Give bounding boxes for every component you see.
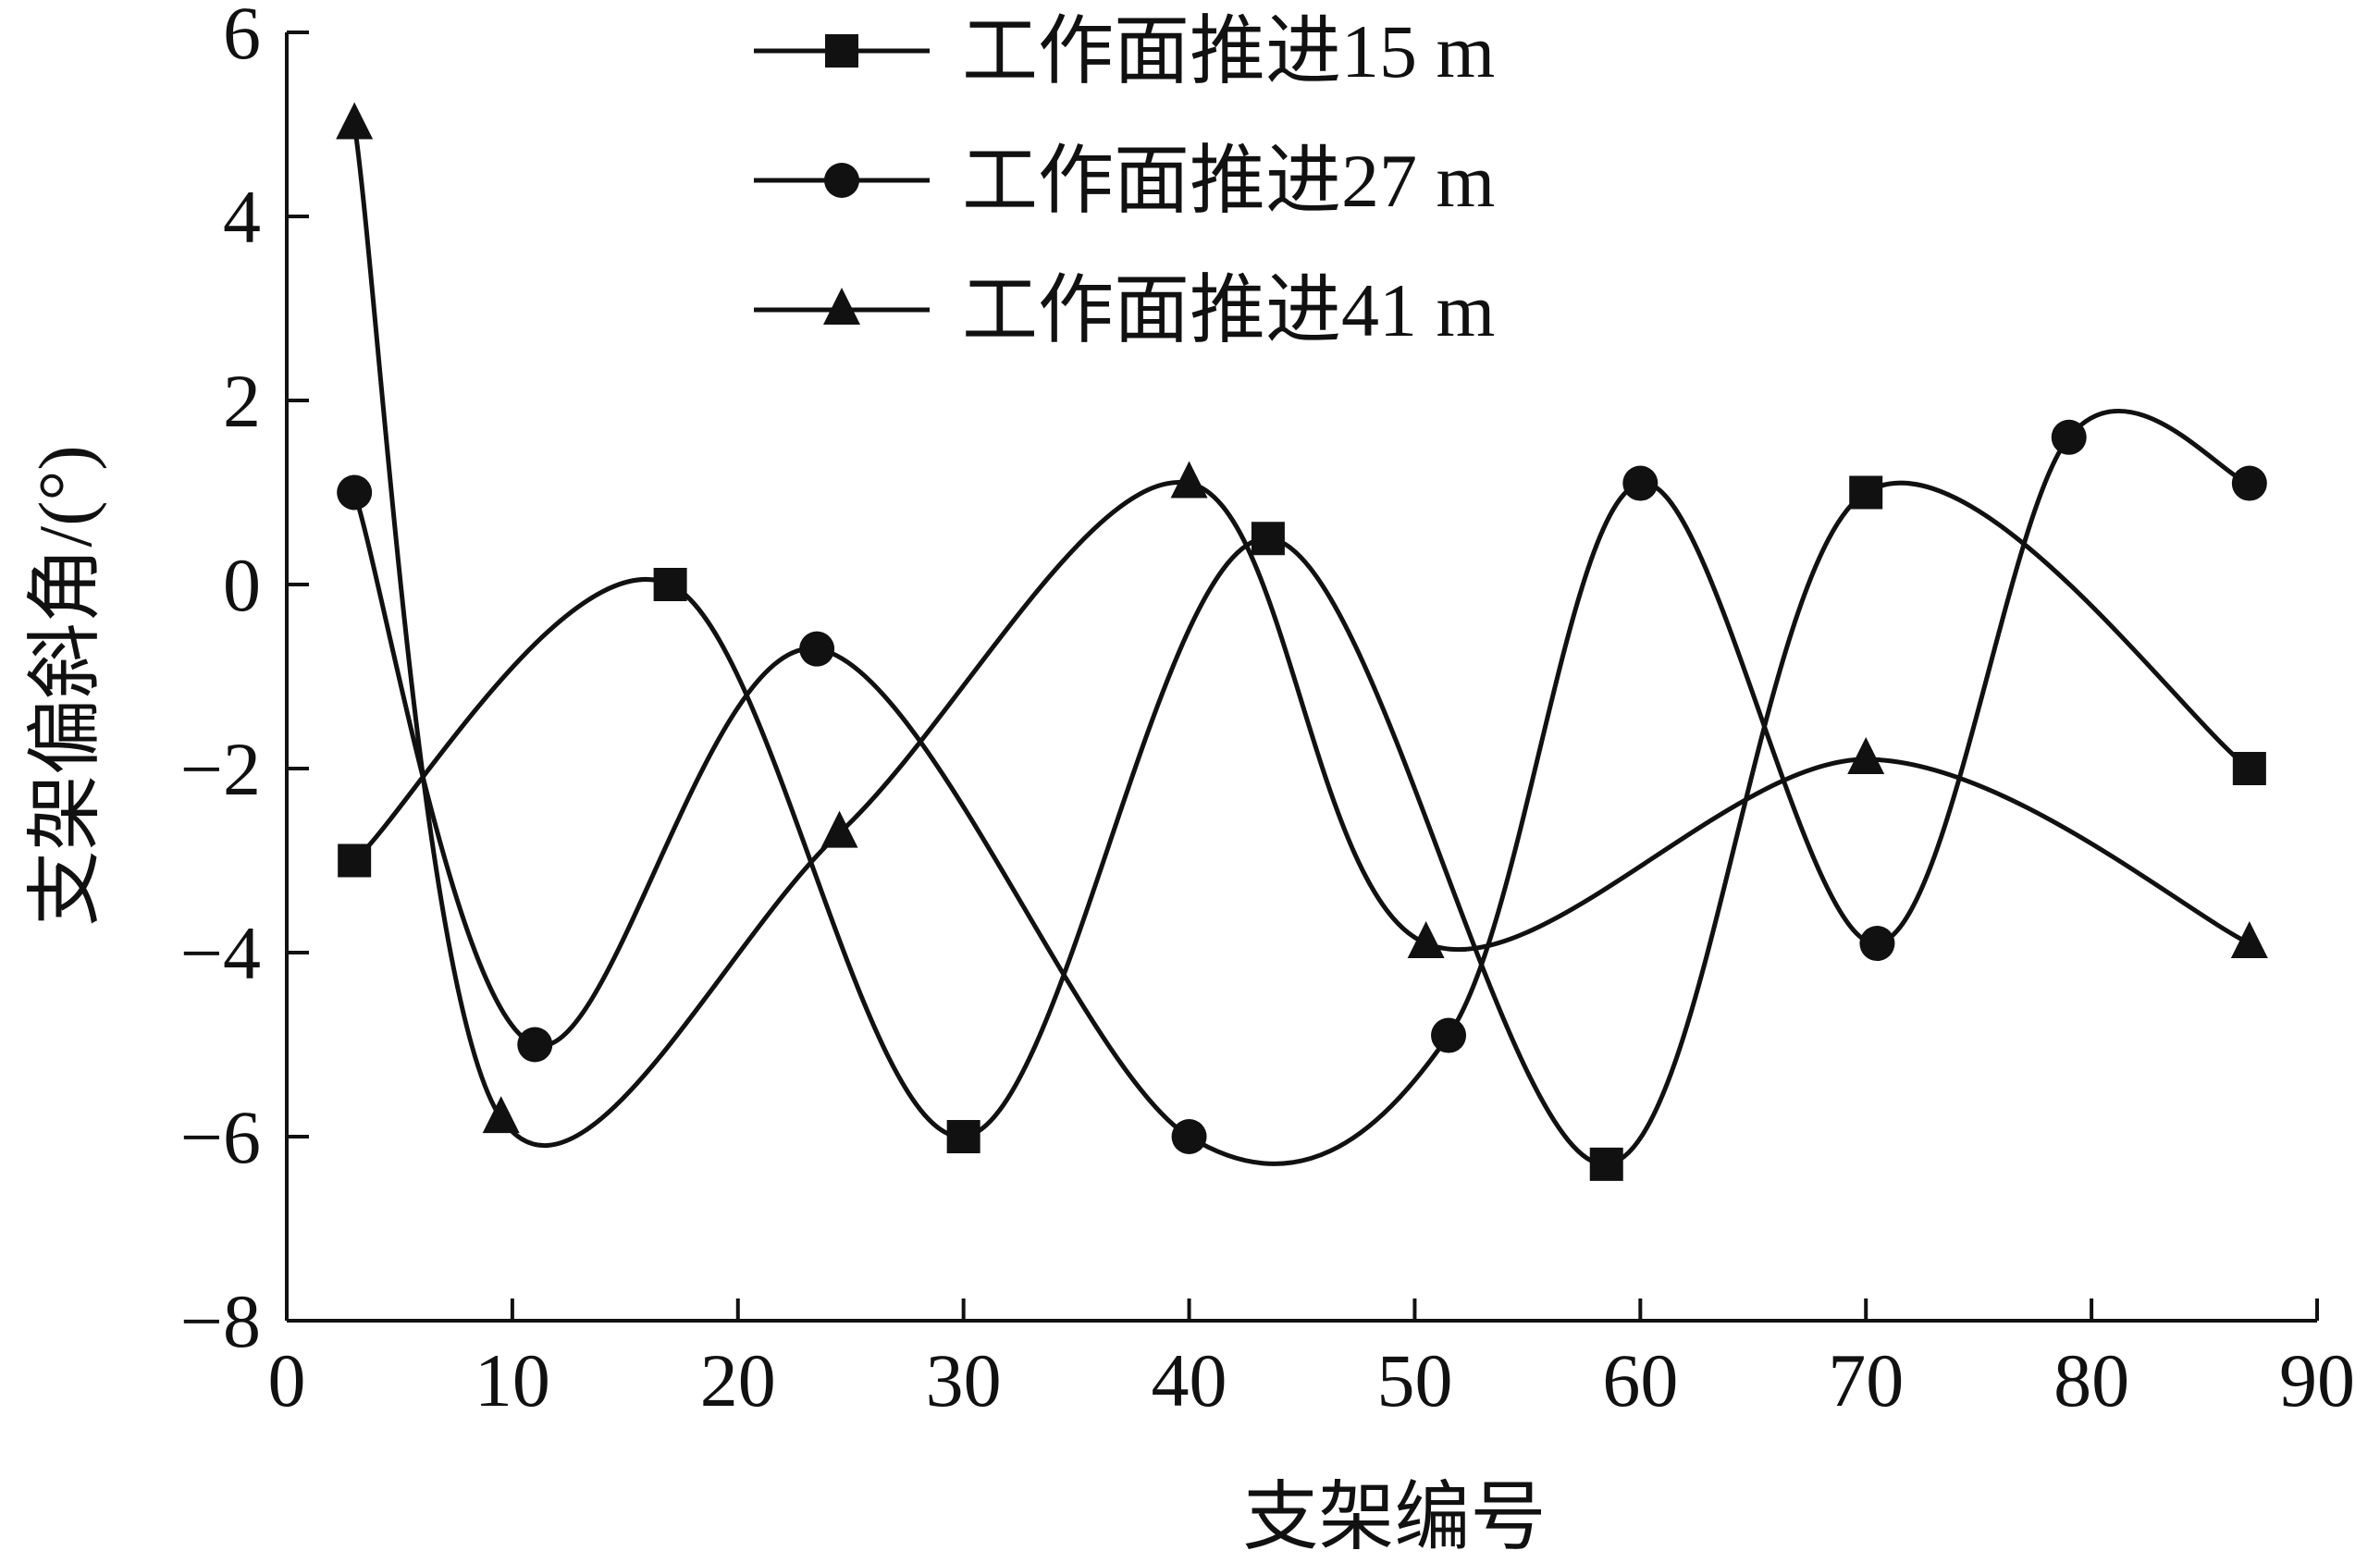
series-group bbox=[336, 102, 2268, 1181]
legend-item: 工作面推进27 m bbox=[754, 139, 1495, 223]
x-tick-label: 60 bbox=[1602, 1338, 1678, 1422]
legend-marker-square bbox=[825, 34, 858, 68]
x-tick-label: 40 bbox=[1152, 1338, 1227, 1422]
x-tick-label: 70 bbox=[1828, 1338, 1904, 1422]
data-point-circle bbox=[2231, 465, 2267, 501]
data-point-triangle bbox=[336, 102, 374, 140]
y-tick-label: 4 bbox=[223, 175, 261, 259]
data-point-triangle bbox=[1407, 921, 1445, 959]
y-tick-label: 0 bbox=[223, 543, 261, 627]
y-axis-title: 支架偏斜角/(°) bbox=[23, 445, 107, 926]
data-point-square bbox=[1589, 1147, 1623, 1181]
data-point-square bbox=[338, 843, 372, 878]
data-point-circle bbox=[517, 1027, 553, 1063]
x-tick-label: 20 bbox=[700, 1338, 776, 1422]
x-axis-title: 支架编号 bbox=[1242, 1475, 1546, 1559]
legend-label: 工作面推进15 m bbox=[962, 9, 1495, 93]
series-line bbox=[351, 122, 2252, 1148]
data-point-circle bbox=[1171, 1119, 1207, 1154]
data-point-circle bbox=[1859, 926, 1895, 962]
x-tick-label: 80 bbox=[2053, 1338, 2129, 1422]
legend-item: 工作面推进41 m bbox=[754, 268, 1495, 352]
legend-label: 工作面推进27 m bbox=[962, 139, 1495, 223]
data-point-circle bbox=[1431, 1017, 1467, 1053]
data-point-square bbox=[1251, 522, 1285, 556]
data-point-square bbox=[653, 568, 687, 601]
data-point-triangle bbox=[1170, 461, 1208, 498]
x-tick-label: 50 bbox=[1376, 1338, 1452, 1422]
legend-marker-triangle bbox=[823, 288, 860, 325]
data-point-circle bbox=[2051, 419, 2087, 455]
x-tick-label: 0 bbox=[268, 1338, 306, 1422]
y-tick-label: 2 bbox=[223, 359, 261, 443]
data-point-triangle bbox=[2230, 921, 2268, 959]
data-point-circle bbox=[337, 474, 373, 511]
y-tick-label: −8 bbox=[180, 1279, 261, 1363]
y-tick-label: −4 bbox=[180, 911, 261, 995]
data-point-circle bbox=[1622, 465, 1659, 501]
x-tick-label: 10 bbox=[475, 1338, 550, 1422]
data-point-triangle bbox=[820, 810, 858, 848]
data-point-triangle bbox=[1847, 737, 1885, 775]
series-3 bbox=[336, 102, 2268, 1148]
series-line bbox=[351, 481, 2252, 1167]
y-tick-label: 6 bbox=[223, 0, 261, 75]
data-point-square bbox=[1849, 475, 1883, 510]
legend-item: 工作面推进15 m bbox=[754, 9, 1495, 93]
legend: 工作面推进15 m 工作面推进27 m 工作面推进41 m bbox=[754, 9, 1495, 352]
x-tick-label: 90 bbox=[2279, 1338, 2355, 1422]
x-tick-label: 30 bbox=[926, 1338, 1002, 1422]
series-1 bbox=[338, 475, 2266, 1181]
x-axis-ticks: 0 10 20 30 40 50 60 70 80 90 bbox=[268, 1298, 2355, 1422]
legend-marker-circle bbox=[824, 163, 859, 198]
y-tick-label: −6 bbox=[180, 1095, 261, 1179]
series-2 bbox=[337, 409, 2267, 1166]
data-point-triangle bbox=[482, 1096, 520, 1134]
y-tick-label: −2 bbox=[180, 727, 261, 811]
data-point-square bbox=[946, 1120, 980, 1153]
data-point-square bbox=[2232, 752, 2266, 785]
data-point-circle bbox=[799, 631, 835, 667]
legend-label: 工作面推进41 m bbox=[962, 268, 1495, 352]
series-line bbox=[351, 409, 2252, 1166]
y-axis-ticks: 6 4 2 0 −2 −4 −6 −8 bbox=[180, 0, 309, 1363]
